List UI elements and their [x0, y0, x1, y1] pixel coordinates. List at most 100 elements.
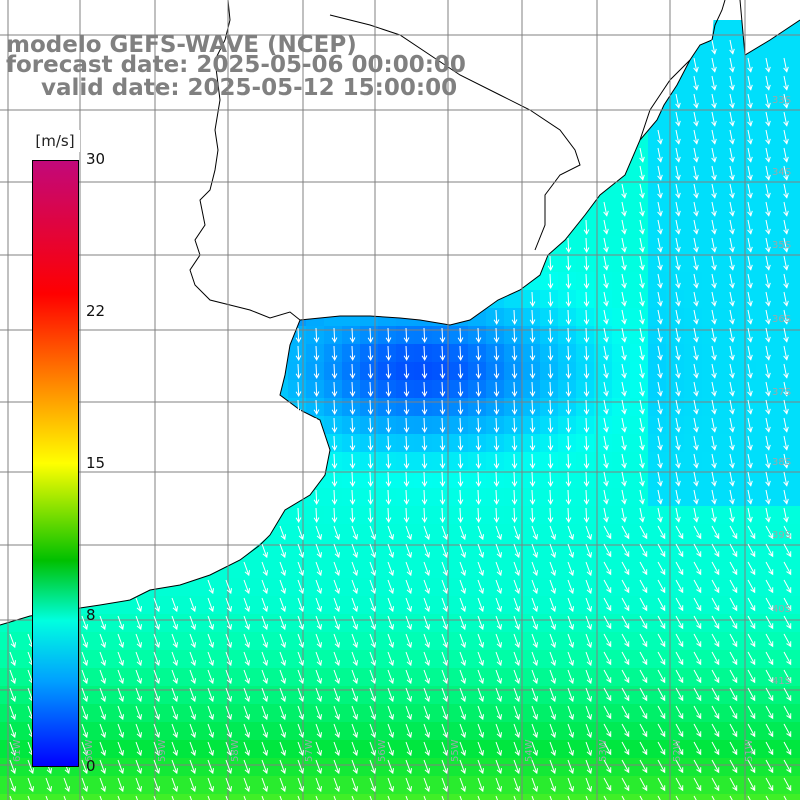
wind-cell [792, 578, 800, 597]
wind-cell [468, 416, 487, 435]
wind-arrow [583, 237, 590, 254]
wind-arrow [99, 687, 106, 703]
wind-arrow [783, 93, 789, 109]
wind-cell [486, 668, 505, 687]
wind-arrow [765, 381, 771, 397]
wind-arrow [711, 579, 720, 594]
wind-arrow [585, 669, 592, 685]
wind-arrow [549, 579, 556, 595]
wind-cell [684, 110, 703, 129]
wind-arrow [531, 669, 538, 685]
wind-cell [414, 416, 433, 435]
wind-cell [666, 128, 685, 147]
wind-arrow [135, 759, 142, 775]
wind-arrow [387, 723, 394, 739]
wind-arrow [693, 147, 699, 163]
wind-cell [756, 56, 775, 75]
wind-arrow [729, 39, 735, 55]
wind-cell [666, 290, 685, 309]
wind-cell [720, 506, 739, 525]
wind-cell [504, 704, 523, 723]
wind-cell [198, 614, 217, 633]
wind-arrow [603, 705, 612, 720]
wind-arrow [639, 669, 648, 684]
wind-cell [450, 722, 469, 741]
wind-arrow [547, 381, 554, 398]
wind-cell [144, 668, 163, 687]
wind-cell [378, 776, 397, 795]
wind-cell [486, 632, 505, 651]
wind-arrow [405, 705, 412, 721]
wind-cell [342, 686, 361, 705]
wind-arrow [711, 453, 717, 469]
wind-cell [270, 740, 289, 759]
wind-cell [378, 614, 397, 633]
wind-arrow [279, 669, 286, 685]
wind-cell [738, 326, 757, 345]
wind-cell [666, 596, 685, 615]
wind-arrow [729, 741, 738, 756]
wind-arrow [279, 723, 286, 739]
lat-label: 38S [772, 457, 791, 468]
wind-cell [756, 416, 775, 435]
wind-cell [720, 614, 739, 633]
wind-arrow [423, 525, 430, 541]
wind-arrow [511, 309, 518, 326]
wind-arrow [459, 597, 466, 613]
wind-cell [288, 344, 307, 363]
wind-cell [612, 740, 631, 759]
wind-cell [324, 398, 343, 417]
wind-arrow [675, 651, 684, 666]
wind-arrow [783, 759, 792, 774]
wind-cell [756, 560, 775, 579]
wind-cell [234, 668, 253, 687]
wind-arrow [783, 525, 792, 540]
wind-cell [540, 668, 559, 687]
wind-cell [270, 614, 289, 633]
wind-cell [630, 344, 649, 363]
wind-cell [756, 470, 775, 489]
wind-arrow [153, 705, 160, 721]
wind-cell [666, 452, 685, 471]
wind-arrow [747, 723, 756, 738]
wind-arrow [765, 57, 771, 73]
wind-cell [540, 416, 559, 435]
wind-cell [486, 326, 505, 345]
wind-cell [414, 758, 433, 777]
wind-arrow [225, 741, 232, 757]
wind-cell [54, 776, 73, 795]
wind-cell [666, 650, 685, 669]
wind-cell [558, 722, 577, 741]
wind-arrow [81, 741, 88, 757]
wind-arrow [583, 273, 590, 290]
wind-arrow [783, 561, 792, 576]
wind-arrow [729, 345, 735, 361]
wind-cell [270, 560, 289, 579]
wind-arrow [279, 597, 286, 613]
wind-arrow [639, 255, 645, 271]
wind-arrow [765, 507, 771, 523]
wind-arrow [441, 651, 448, 667]
wind-cell [396, 398, 415, 417]
wind-arrow [189, 651, 196, 667]
wind-arrow [135, 741, 142, 757]
wind-cell [558, 254, 577, 273]
wind-cell [504, 380, 523, 399]
wind-cell [702, 524, 721, 543]
wind-arrow [585, 651, 592, 667]
wind-cell [504, 740, 523, 759]
wind-arrow [513, 705, 520, 721]
lat-label: 35S [772, 240, 791, 251]
wind-cell [72, 776, 91, 795]
wind-cell [792, 506, 800, 525]
wind-arrow [711, 795, 715, 800]
wind-cell [594, 542, 613, 561]
wind-arrow [423, 759, 430, 775]
wind-arrow [331, 417, 338, 434]
wind-cell [90, 722, 109, 741]
wind-arrow [403, 507, 410, 524]
wind-arrow [621, 309, 627, 325]
wind-cell [702, 110, 721, 129]
wind-arrow [585, 633, 592, 649]
wind-arrow [675, 417, 681, 433]
